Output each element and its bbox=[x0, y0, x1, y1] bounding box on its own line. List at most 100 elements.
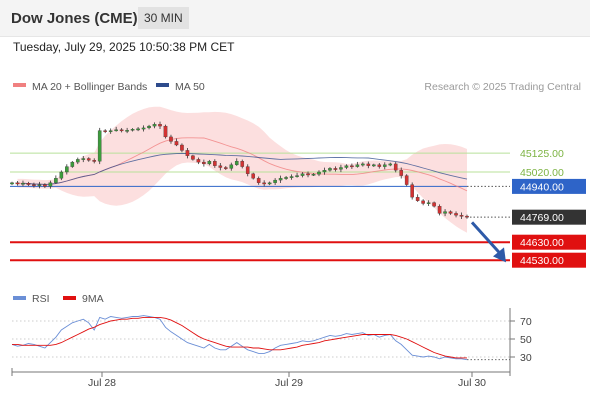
candle-body bbox=[410, 184, 414, 198]
rsi-legend-swatch-0 bbox=[13, 296, 26, 300]
level-label-bg-3 bbox=[512, 209, 586, 225]
candle-body bbox=[196, 159, 201, 163]
interval-button[interactable]: 30 MIN bbox=[138, 7, 189, 29]
candle-body bbox=[251, 173, 255, 179]
candle-body bbox=[372, 164, 376, 167]
candle-body bbox=[108, 130, 113, 132]
bollinger-band bbox=[17, 106, 467, 233]
candle-body bbox=[240, 161, 245, 167]
candle-body bbox=[114, 129, 118, 132]
candle-body bbox=[75, 159, 80, 163]
candle-body bbox=[185, 150, 190, 156]
candle-body bbox=[169, 136, 173, 142]
candle-body bbox=[415, 197, 420, 201]
candle-body bbox=[366, 163, 371, 166]
chart-datetime: Tuesday, July 29, 2025 10:50:38 PM CET bbox=[13, 40, 235, 54]
candle-body bbox=[103, 130, 107, 132]
candle-body bbox=[322, 170, 327, 173]
forecast-arrow-head bbox=[493, 247, 506, 263]
rsi-ma-line bbox=[12, 316, 467, 359]
candle-body bbox=[207, 161, 212, 165]
rsi-legend-label-1: 9MA bbox=[82, 293, 104, 305]
level-label-bg-5 bbox=[512, 252, 586, 268]
candle-body bbox=[295, 175, 299, 177]
candle-body bbox=[300, 173, 305, 176]
candle-body bbox=[382, 164, 387, 167]
candle-body bbox=[262, 182, 266, 185]
level-label-3: 44769.00 bbox=[520, 212, 564, 224]
legend-label-0: MA 20 + Bollinger Bands bbox=[32, 81, 147, 93]
candle-body bbox=[317, 171, 321, 175]
candle-body bbox=[10, 182, 14, 185]
candle-body bbox=[437, 206, 442, 214]
chart-header: Dow Jones (CME) 30 MIN bbox=[0, 0, 590, 37]
candle-body bbox=[399, 170, 404, 176]
candle-body bbox=[432, 202, 436, 207]
candle-body bbox=[388, 163, 393, 166]
credit-text: Research © 2025 Trading Central bbox=[424, 81, 581, 93]
candle-body bbox=[130, 129, 135, 131]
rsi-legend-label-0: RSI bbox=[32, 293, 50, 305]
candle-body bbox=[448, 211, 453, 214]
candle-body bbox=[70, 161, 75, 167]
candle-body bbox=[54, 178, 58, 183]
candle-body bbox=[377, 164, 382, 167]
candle-body bbox=[213, 161, 217, 166]
candle-body bbox=[355, 164, 360, 167]
candle-body bbox=[37, 184, 42, 186]
forecast-arrow-shaft bbox=[470, 221, 502, 255]
candle-body bbox=[328, 168, 332, 171]
candle-body bbox=[273, 179, 277, 183]
candle-body bbox=[48, 182, 53, 187]
candle-body bbox=[229, 164, 234, 169]
candle-body bbox=[32, 184, 36, 186]
candle-body bbox=[59, 171, 64, 179]
level-label-bg-2 bbox=[512, 178, 586, 194]
candle-body bbox=[97, 130, 102, 162]
candle-body bbox=[306, 173, 310, 176]
candle-body bbox=[245, 166, 250, 174]
candle-body bbox=[284, 177, 288, 179]
candle-body bbox=[191, 155, 195, 160]
candle-body bbox=[256, 178, 261, 183]
candle-body bbox=[174, 141, 179, 146]
candle-body bbox=[311, 174, 316, 176]
candle-body bbox=[86, 158, 91, 161]
x-tick-label-0: Jul 28 bbox=[88, 377, 116, 389]
candle-body bbox=[267, 182, 272, 185]
level-label-1: 45020.00 bbox=[520, 167, 564, 179]
candle-body bbox=[404, 175, 409, 185]
candle-body bbox=[350, 165, 354, 168]
candle-body bbox=[43, 184, 47, 187]
candle-body bbox=[202, 161, 206, 165]
candle-body bbox=[26, 183, 31, 185]
candle-body bbox=[136, 128, 140, 131]
level-label-0: 45125.00 bbox=[520, 148, 564, 160]
x-tick-label-1: Jul 29 bbox=[275, 377, 303, 389]
candle-body bbox=[234, 161, 239, 165]
candle-body bbox=[147, 125, 151, 129]
level-label-bg-4 bbox=[512, 234, 586, 250]
candle-body bbox=[454, 213, 458, 216]
candle-body bbox=[218, 165, 223, 168]
candle-body bbox=[333, 168, 338, 170]
candle-body bbox=[163, 125, 168, 138]
candle-body bbox=[152, 124, 157, 127]
candle-body bbox=[443, 211, 447, 214]
candle-body bbox=[15, 182, 20, 185]
candle-body bbox=[426, 202, 431, 204]
candle-body bbox=[278, 178, 283, 181]
candle-body bbox=[339, 167, 343, 170]
candle-body bbox=[141, 127, 146, 130]
level-label-2: 44940.00 bbox=[520, 181, 564, 193]
candle-body bbox=[344, 165, 349, 168]
candle-body bbox=[21, 183, 25, 185]
instrument-title: Dow Jones (CME) bbox=[11, 10, 138, 27]
candle-body bbox=[65, 166, 69, 173]
candle-body bbox=[465, 215, 469, 218]
candle-body bbox=[393, 163, 398, 171]
ma50-line bbox=[22, 153, 468, 185]
candle-body bbox=[81, 158, 86, 160]
candle-body bbox=[119, 129, 124, 132]
